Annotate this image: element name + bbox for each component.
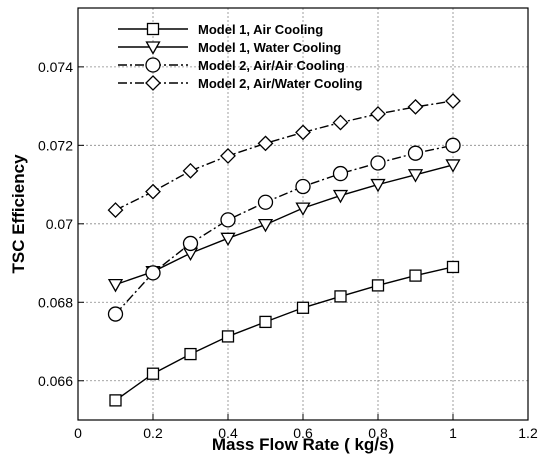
legend-marker — [146, 22, 160, 36]
data-point — [182, 235, 199, 252]
data-point — [257, 218, 274, 233]
data-point — [259, 315, 272, 329]
data-point — [296, 301, 310, 314]
data-point — [145, 183, 161, 200]
data-point — [109, 394, 122, 407]
series-1 — [109, 260, 460, 407]
series-layer — [107, 93, 461, 407]
data-point — [107, 306, 124, 322]
data-point — [332, 189, 349, 204]
data-point — [257, 135, 274, 152]
series-3 — [107, 137, 461, 322]
data-point — [332, 114, 349, 131]
data-point — [220, 232, 236, 247]
data-point — [184, 347, 197, 361]
y-tick-label: 0.07 — [46, 216, 73, 232]
data-point — [182, 162, 199, 179]
data-point — [445, 159, 461, 173]
data-point — [370, 155, 386, 171]
data-point — [409, 269, 422, 282]
legend-label: Model 1, Air Cooling — [198, 22, 323, 37]
data-point — [145, 265, 161, 281]
data-point — [407, 98, 424, 115]
data-point — [295, 202, 311, 216]
data-point — [446, 260, 460, 274]
legend-entry: Model 1, Air Cooling — [118, 22, 323, 37]
data-point — [332, 165, 349, 182]
data-point — [370, 178, 386, 193]
data-point — [220, 148, 236, 164]
legend-marker — [145, 57, 161, 73]
legend-label: Model 1, Water Cooling — [198, 40, 341, 55]
data-point — [295, 178, 311, 195]
data-point — [107, 202, 124, 218]
series-line — [115, 100, 454, 211]
y-axis-label: TSC Efficiency — [9, 154, 28, 274]
data-point — [295, 124, 311, 141]
x-tick-label: 0.2 — [143, 425, 163, 441]
legend-marker — [145, 75, 161, 91]
series-line — [115, 164, 454, 286]
x-tick-label: 0 — [74, 425, 82, 441]
data-point — [146, 367, 160, 380]
legend-label: Model 2, Air/Air Cooling — [198, 58, 345, 73]
data-point — [221, 330, 235, 343]
data-point — [445, 137, 461, 153]
legend-entry: Model 1, Water Cooling — [118, 40, 341, 55]
data-point — [371, 279, 385, 292]
legend-marker — [145, 41, 161, 55]
data-point — [257, 194, 274, 210]
y-tick-label: 0.074 — [38, 59, 73, 75]
x-tick-label: 0.4 — [218, 425, 238, 441]
series-4 — [107, 93, 461, 218]
data-point — [407, 145, 424, 161]
data-point — [107, 278, 124, 293]
y-tick-label: 0.072 — [38, 137, 73, 153]
y-tick-label: 0.068 — [38, 294, 73, 310]
x-tick-label: 1.2 — [518, 425, 538, 441]
y-tick-label: 0.066 — [38, 373, 73, 389]
x-tick-label: 1 — [449, 425, 457, 441]
legend-entry: Model 2, Air/Water Cooling — [118, 75, 362, 91]
legend: Model 1, Air Cooling Model 1, Water Cooli… — [118, 22, 362, 91]
ticks: 0 0.2 0.4 0.6 0.8 1 1.2 0.066 0.068 0.07 0.072 0.07… — [38, 59, 538, 441]
x-tick-label: 0.8 — [368, 425, 388, 441]
legend-entry: Model 2, Air/Air Cooling — [118, 57, 345, 73]
data-point — [407, 169, 424, 183]
data-point — [370, 106, 386, 122]
data-point — [334, 290, 347, 303]
series-line — [114, 144, 454, 315]
x-axis-label: Mass Flow Rate ( kg/s) — [212, 435, 394, 454]
series-line — [115, 266, 454, 401]
data-point — [445, 93, 461, 109]
data-point — [220, 212, 236, 228]
series-2 — [107, 159, 461, 293]
legend-label: Model 2, Air/Water Cooling — [198, 76, 362, 91]
x-tick-label: 0.6 — [293, 425, 313, 441]
